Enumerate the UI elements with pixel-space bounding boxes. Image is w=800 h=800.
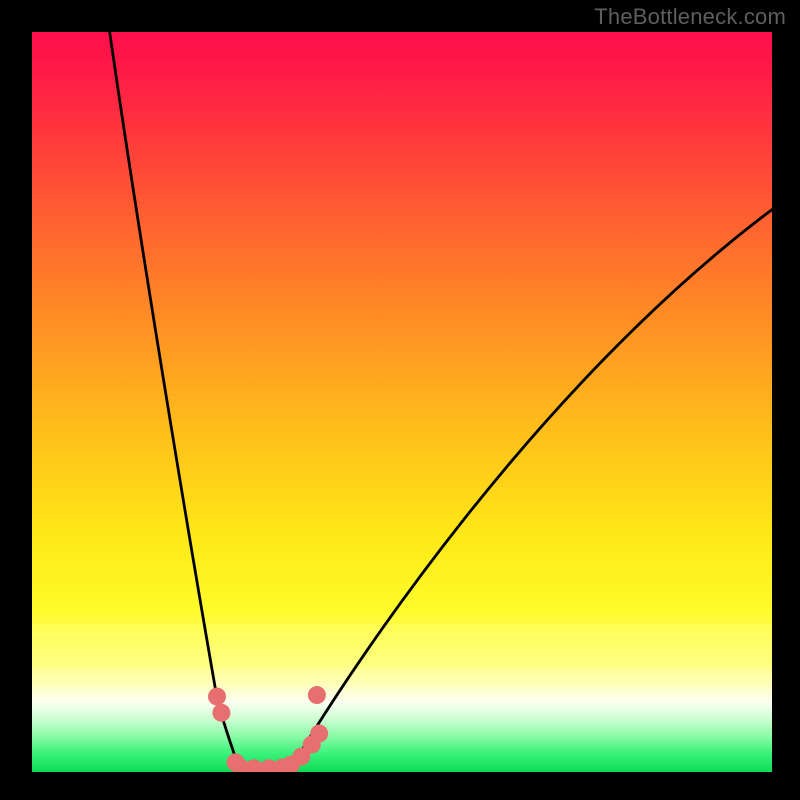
bottleneck-chart xyxy=(32,32,772,772)
data-marker xyxy=(308,686,326,704)
yellow-band xyxy=(32,624,772,668)
watermark-text: TheBottleneck.com xyxy=(594,4,786,30)
data-marker xyxy=(212,704,230,722)
data-marker xyxy=(208,688,226,706)
data-marker xyxy=(310,725,328,743)
chart-frame: TheBottleneck.com xyxy=(0,0,800,800)
plot-area xyxy=(32,32,772,772)
